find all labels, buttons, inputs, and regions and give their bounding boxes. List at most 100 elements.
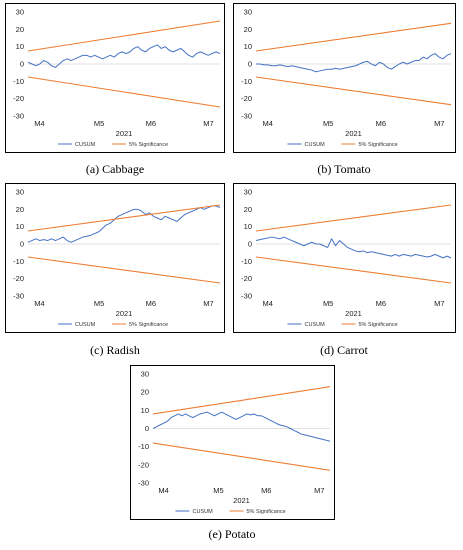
y-tick-label: 10 — [141, 406, 149, 415]
x-tick-label: M4 — [262, 299, 272, 308]
chart-frame-cabbage: 30 20 10 0 -10 -20 -30 M4 M5 M6 M7 2021 CUSUM 5% Sign… — [5, 3, 225, 153]
x-tick-label: M7 — [203, 299, 213, 308]
x-axis-label: 2021 — [345, 129, 362, 138]
x-tick-label: M5 — [94, 299, 104, 308]
y-tick-label: -20 — [13, 94, 24, 103]
y-tick-label: 0 — [248, 60, 252, 69]
y-tick-label: 10 — [244, 42, 252, 51]
y-tick-label: 0 — [145, 424, 149, 433]
x-tick-label: M5 — [213, 486, 223, 495]
x-tick-label: M4 — [262, 119, 272, 128]
x-tick-label: M7 — [314, 486, 324, 495]
caption-cabbage: (a) Cabbage — [85, 162, 145, 176]
cusum-line — [255, 236, 452, 259]
significance-line — [152, 386, 331, 415]
legend-label-cusum: CUSUM — [305, 322, 326, 328]
y-tick-label: -10 — [241, 77, 252, 86]
x-tick-label: M5 — [323, 299, 333, 308]
y-tick-label: 20 — [141, 388, 149, 397]
significance-line — [27, 20, 221, 52]
caption-tomato: (b) Tomato — [317, 162, 371, 176]
y-tick-label: -30 — [241, 292, 252, 301]
y-tick-label: 10 — [16, 42, 24, 51]
x-tick-label: M5 — [323, 119, 333, 128]
chart-svg-carrot: 30 20 10 0 -10 -20 -30 M4 M5 M6 M7 2021 CUSUM 5% Sign… — [241, 188, 452, 328]
y-tick-label: 20 — [244, 25, 252, 34]
y-tick-label: 20 — [16, 205, 24, 214]
legend-label-cusum: CUSUM — [193, 509, 214, 515]
significance-line — [255, 204, 452, 232]
chart-frame-carrot: 30 20 10 0 -10 -20 -30 M4 M5 M6 M7 2021 CUSUM 5% Sign… — [233, 183, 456, 333]
significance-line — [255, 76, 452, 106]
x-tick-label: M6 — [376, 299, 386, 308]
chart-frame-potato: 30 20 10 0 -10 -20 -30 M4 M5 M6 M7 2021 CUSUM 5% Sign… — [130, 365, 335, 520]
y-tick-label: -20 — [241, 94, 252, 103]
x-tick-label: M5 — [94, 119, 104, 128]
y-tick-label: -30 — [138, 479, 149, 488]
cusum-line — [152, 411, 331, 442]
caption-radish: (c) Radish — [90, 343, 140, 357]
caption-carrot: (d) Carrot — [320, 343, 368, 357]
x-axis-label: 2021 — [233, 496, 250, 505]
y-tick-label: 10 — [244, 222, 252, 231]
y-tick-label: -20 — [13, 274, 24, 283]
x-tick-label: M6 — [261, 486, 271, 495]
y-tick-label: 30 — [16, 188, 24, 197]
chart-frame-radish: 30 20 10 0 -10 -20 -30 M4 M5 M6 M7 2021 CUSUM 5% Sign… — [5, 183, 225, 333]
x-axis-label: 2021 — [116, 309, 133, 318]
legend-label-significance: 5% Significance — [359, 142, 398, 148]
legend-label-significance: 5% Significance — [247, 509, 286, 515]
chart-svg-potato: 30 20 10 0 -10 -20 -30 M4 M5 M6 M7 2021 CUSUM 5% Sign… — [138, 370, 331, 515]
legend-label-cusum: CUSUM — [75, 142, 96, 148]
x-tick-label: M6 — [146, 299, 156, 308]
significance-line — [27, 76, 221, 108]
x-tick-label: M6 — [376, 119, 386, 128]
y-tick-label: 30 — [244, 8, 252, 17]
x-tick-label: M6 — [146, 119, 156, 128]
significance-line — [27, 204, 221, 232]
y-tick-label: -10 — [13, 257, 24, 266]
y-tick-label: -20 — [138, 460, 149, 469]
y-tick-label: -10 — [138, 442, 149, 451]
y-tick-label: -30 — [13, 292, 24, 301]
y-tick-label: 30 — [141, 370, 149, 379]
y-tick-label: -10 — [13, 77, 24, 86]
significance-line — [255, 22, 452, 52]
legend-label-cusum: CUSUM — [305, 142, 326, 148]
x-axis-label: 2021 — [116, 129, 133, 138]
cusum-line — [27, 44, 221, 68]
y-tick-label: 20 — [244, 205, 252, 214]
caption-potato: (e) Potato — [208, 527, 256, 541]
significance-line — [255, 256, 452, 284]
legend-label-significance: 5% Significance — [129, 322, 168, 328]
x-tick-label: M4 — [158, 486, 168, 495]
chart-svg-cabbage: 30 20 10 0 -10 -20 -30 M4 M5 M6 M7 2021 CUSUM 5% Sign… — [13, 8, 221, 148]
legend-label-cusum: CUSUM — [75, 322, 96, 328]
significance-line — [27, 256, 221, 284]
y-tick-label: 0 — [20, 240, 24, 249]
chart-svg-tomato: 30 20 10 0 -10 -20 -30 M4 M5 M6 M7 2021 CUSUM 5% Sign… — [241, 8, 452, 148]
legend-label-significance: 5% Significance — [359, 322, 398, 328]
x-axis-label: 2021 — [345, 309, 362, 318]
x-tick-label: M7 — [203, 119, 213, 128]
y-tick-label: 10 — [16, 222, 24, 231]
y-tick-label: 0 — [248, 240, 252, 249]
cusum-line — [27, 205, 221, 243]
x-tick-label: M7 — [434, 299, 444, 308]
significance-line — [152, 442, 331, 471]
x-tick-label: M7 — [434, 119, 444, 128]
cusum-line — [256, 53, 452, 73]
y-tick-label: 30 — [16, 8, 24, 17]
y-tick-label: 20 — [16, 25, 24, 34]
y-tick-label: 30 — [244, 188, 252, 197]
y-tick-label: 0 — [20, 60, 24, 69]
y-tick-label: -30 — [241, 112, 252, 121]
legend-label-significance: 5% Significance — [129, 142, 168, 148]
y-tick-label: -20 — [241, 274, 252, 283]
chart-frame-tomato: 30 20 10 0 -10 -20 -30 M4 M5 M6 M7 2021 CUSUM 5% Sign… — [233, 3, 456, 153]
y-tick-label: -30 — [13, 112, 24, 121]
chart-svg-radish: 30 20 10 0 -10 -20 -30 M4 M5 M6 M7 2021 CUSUM 5% Sign… — [13, 188, 221, 328]
x-tick-label: M4 — [34, 119, 44, 128]
x-tick-label: M4 — [34, 299, 44, 308]
y-tick-label: -10 — [241, 257, 252, 266]
